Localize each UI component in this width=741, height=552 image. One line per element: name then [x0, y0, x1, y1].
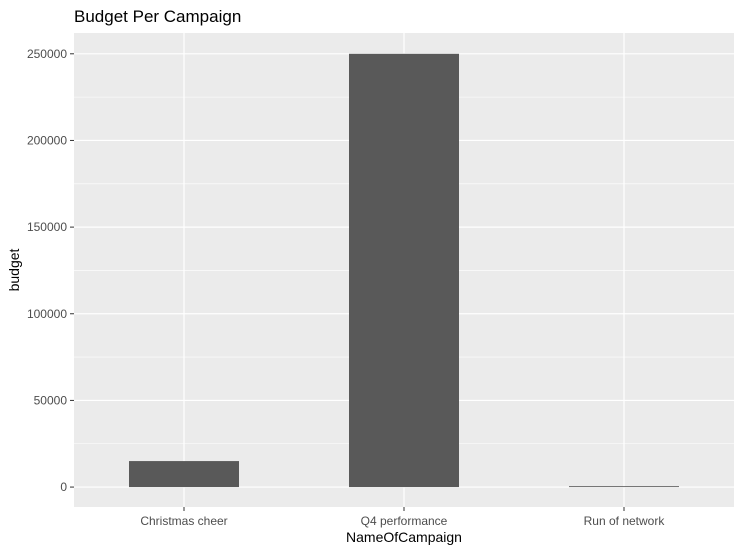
x-axis: Christmas cheer Q4 performance Run of netw… [140, 507, 665, 528]
y-tick-label: 0 [60, 480, 67, 494]
y-axis: 0 50000 100000 150000 200000 250000 [27, 47, 74, 494]
y-axis-title: budget [6, 248, 22, 291]
x-axis-title: NameOfCampaign [346, 529, 462, 545]
bar [129, 461, 239, 488]
y-tick-label: 50000 [34, 393, 68, 407]
chart-title: Budget Per Campaign [74, 7, 241, 26]
y-tick-label: 150000 [27, 220, 67, 234]
x-tick-label: Q4 performance [361, 514, 448, 528]
bar [569, 486, 679, 488]
x-tick-label: Run of network [584, 514, 666, 528]
bar [349, 53, 459, 488]
bars [129, 53, 679, 488]
x-tick-label: Christmas cheer [140, 514, 227, 528]
y-tick-label: 200000 [27, 133, 67, 147]
y-tick-label: 250000 [27, 47, 67, 61]
y-tick-label: 100000 [27, 307, 67, 321]
